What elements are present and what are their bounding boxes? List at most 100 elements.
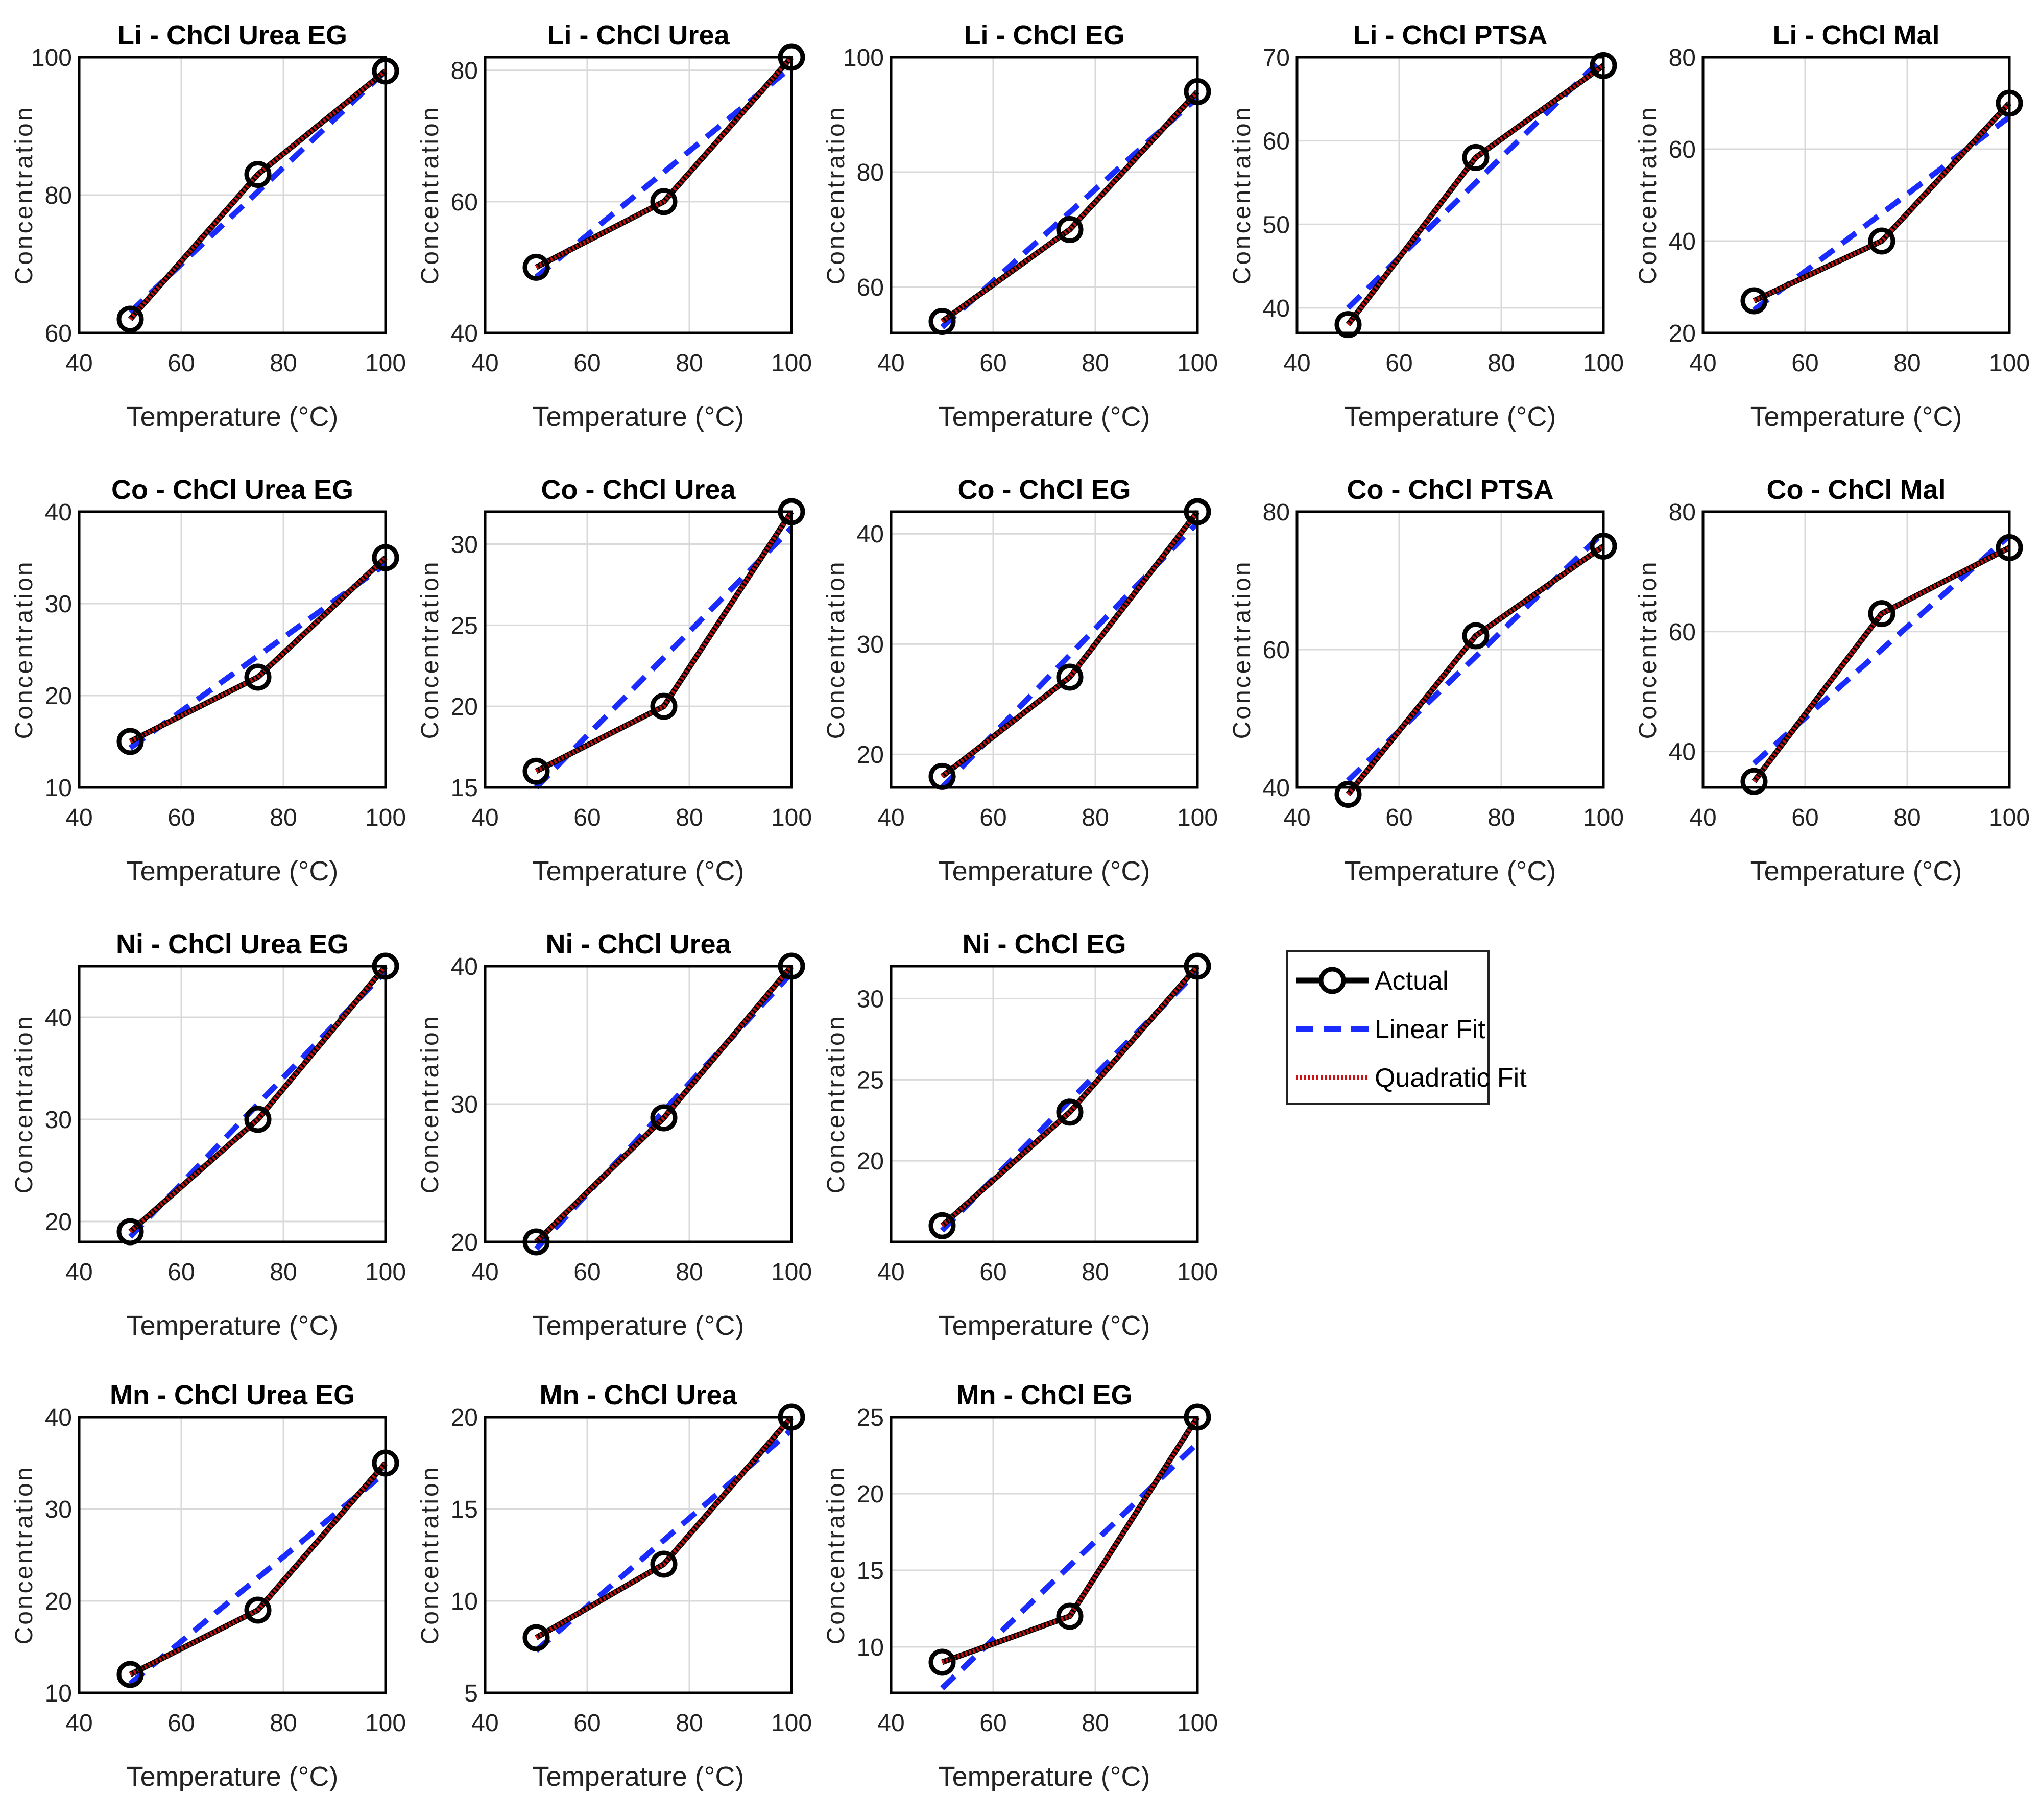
x-tick-label: 80: [676, 804, 703, 831]
x-tick-label: 80: [1082, 350, 1109, 377]
y-tick-label: 15: [857, 1558, 884, 1585]
y-tick-label: 20: [45, 1588, 72, 1615]
y-axis-label: Concentration: [417, 560, 444, 739]
axes-box: [1295, 56, 1605, 334]
quadratic-fit-line: [129, 965, 388, 1234]
x-tick-label: 100: [771, 804, 812, 831]
actual-point: [1740, 287, 1768, 315]
actual-point: [116, 305, 144, 333]
x-tick-label: 60: [573, 1710, 601, 1737]
y-tick-label: 80: [451, 58, 478, 85]
y-tick-label: 10: [857, 1634, 884, 1661]
x-tick-label: 80: [676, 1259, 703, 1286]
axes-box: [1701, 510, 2011, 789]
subplot-title: Li - ChCl Urea EG: [117, 20, 347, 51]
x-tick-label: 100: [1177, 350, 1218, 377]
y-tick-label: 60: [1669, 619, 1696, 646]
x-tick-label: 60: [167, 1259, 195, 1286]
subplot-title: Ni - ChCl EG: [963, 929, 1126, 960]
actual-point: [650, 188, 678, 215]
x-tick-label: 60: [1791, 350, 1818, 377]
x-tick-label: 60: [167, 804, 195, 831]
subplot-title: Ni - ChCl Urea EG: [116, 929, 349, 960]
x-axis-label: Temperature (°C): [1750, 856, 1962, 887]
x-tick-label: 100: [365, 350, 406, 377]
y-axis-label: Concentration: [823, 560, 850, 739]
y-axis-label: Concentration: [11, 1466, 38, 1645]
x-axis-label: Temperature (°C): [533, 856, 745, 887]
legend-label: Actual: [1375, 966, 1449, 996]
actual-point: [244, 161, 272, 188]
subplot-title: Mn - ChCl EG: [956, 1380, 1133, 1410]
y-tick-label: 30: [45, 1496, 72, 1523]
subplot-11: 40 60 80 100 20 30 40 Ni - ChCl Urea EG Temperat…: [11, 929, 406, 1341]
x-axis-label: Temperature (°C): [127, 1761, 339, 1792]
y-axis-label: Concentration: [823, 1466, 850, 1645]
actual-point: [244, 1106, 272, 1133]
x-axis-label: Temperature (°C): [533, 401, 745, 432]
axes-box: [484, 56, 793, 334]
x-tick-label: 60: [167, 1710, 195, 1737]
x-tick-label: 100: [1177, 804, 1218, 831]
actual-line: [129, 1461, 388, 1677]
y-tick-label: 40: [857, 521, 884, 548]
quadratic-fit-line: [1346, 64, 1605, 326]
y-tick-label: 100: [31, 44, 72, 71]
plot-area: [79, 966, 386, 1242]
y-tick-label: 60: [1263, 128, 1290, 155]
subplot-12: 40 60 80 100 20 30 40 Ni - ChCl Urea Temperature…: [417, 929, 812, 1341]
axes-box: [78, 965, 387, 1243]
subplot-title: Co - ChCl Mal: [1767, 474, 1946, 505]
actual-point: [1056, 216, 1084, 243]
y-tick-label: 30: [451, 532, 478, 559]
x-tick-label: 80: [1082, 1710, 1109, 1737]
y-tick-label: 25: [857, 1067, 884, 1094]
x-tick-label: 100: [1989, 804, 2030, 831]
axes-box: [78, 1416, 387, 1694]
y-tick-label: 60: [45, 320, 72, 347]
y-tick-label: 60: [1263, 637, 1290, 664]
x-axis-label: Temperature (°C): [939, 1310, 1150, 1341]
axes-box: [890, 56, 1199, 334]
x-tick-label: 80: [270, 1710, 297, 1737]
subplot-14: 40 60 80 100 10 20 30 40 Mn - ChCl Urea EG Temper…: [11, 1380, 406, 1792]
x-tick-label: 100: [771, 1710, 812, 1737]
actual-point: [116, 1661, 144, 1688]
y-tick-label: 20: [1669, 320, 1696, 347]
x-tick-label: 40: [471, 1259, 498, 1286]
actual-point: [1868, 600, 1895, 628]
x-tick-label: 100: [1989, 350, 2030, 377]
linear-fit-line: [534, 525, 794, 789]
x-tick-label: 100: [771, 350, 812, 377]
subplot-title: Co - ChCl EG: [958, 474, 1131, 505]
y-tick-label: 5: [464, 1680, 478, 1707]
subplot-title: Li - ChCl Urea: [547, 20, 730, 51]
subplot-title: Ni - ChCl Urea: [545, 929, 731, 960]
y-tick-label: 30: [45, 1107, 72, 1134]
plot-area: [485, 57, 791, 333]
x-tick-label: 40: [471, 804, 498, 831]
actual-point: [1056, 1098, 1084, 1126]
y-tick-label: 80: [1669, 499, 1696, 526]
axes-box: [890, 965, 1199, 1243]
x-tick-label: 100: [1177, 1710, 1218, 1737]
plot-area: [891, 966, 1197, 1242]
quadratic-fit-line: [1752, 545, 2010, 783]
quadratic-fit-line: [941, 90, 1199, 323]
y-axis-label: Concentration: [417, 1015, 444, 1194]
y-tick-label: 40: [1263, 775, 1290, 802]
y-tick-label: 20: [45, 683, 72, 710]
y-axis-label: Concentration: [417, 1466, 444, 1645]
axes-box: [1701, 56, 2011, 334]
axes-box: [890, 1416, 1199, 1694]
x-tick-label: 40: [1689, 804, 1716, 831]
x-tick-label: 80: [270, 1259, 297, 1286]
x-tick-label: 60: [1385, 350, 1412, 377]
x-axis-label: Temperature (°C): [939, 1761, 1150, 1792]
actual-point: [1056, 1602, 1084, 1630]
y-tick-label: 20: [857, 1481, 884, 1508]
x-tick-label: 80: [1082, 1259, 1109, 1286]
subplot-15: 40 60 80 100 5 10 15 20 Mn - ChCl Urea Temperatur…: [417, 1380, 812, 1792]
actual-point: [928, 1648, 956, 1676]
x-tick-label: 40: [471, 350, 498, 377]
